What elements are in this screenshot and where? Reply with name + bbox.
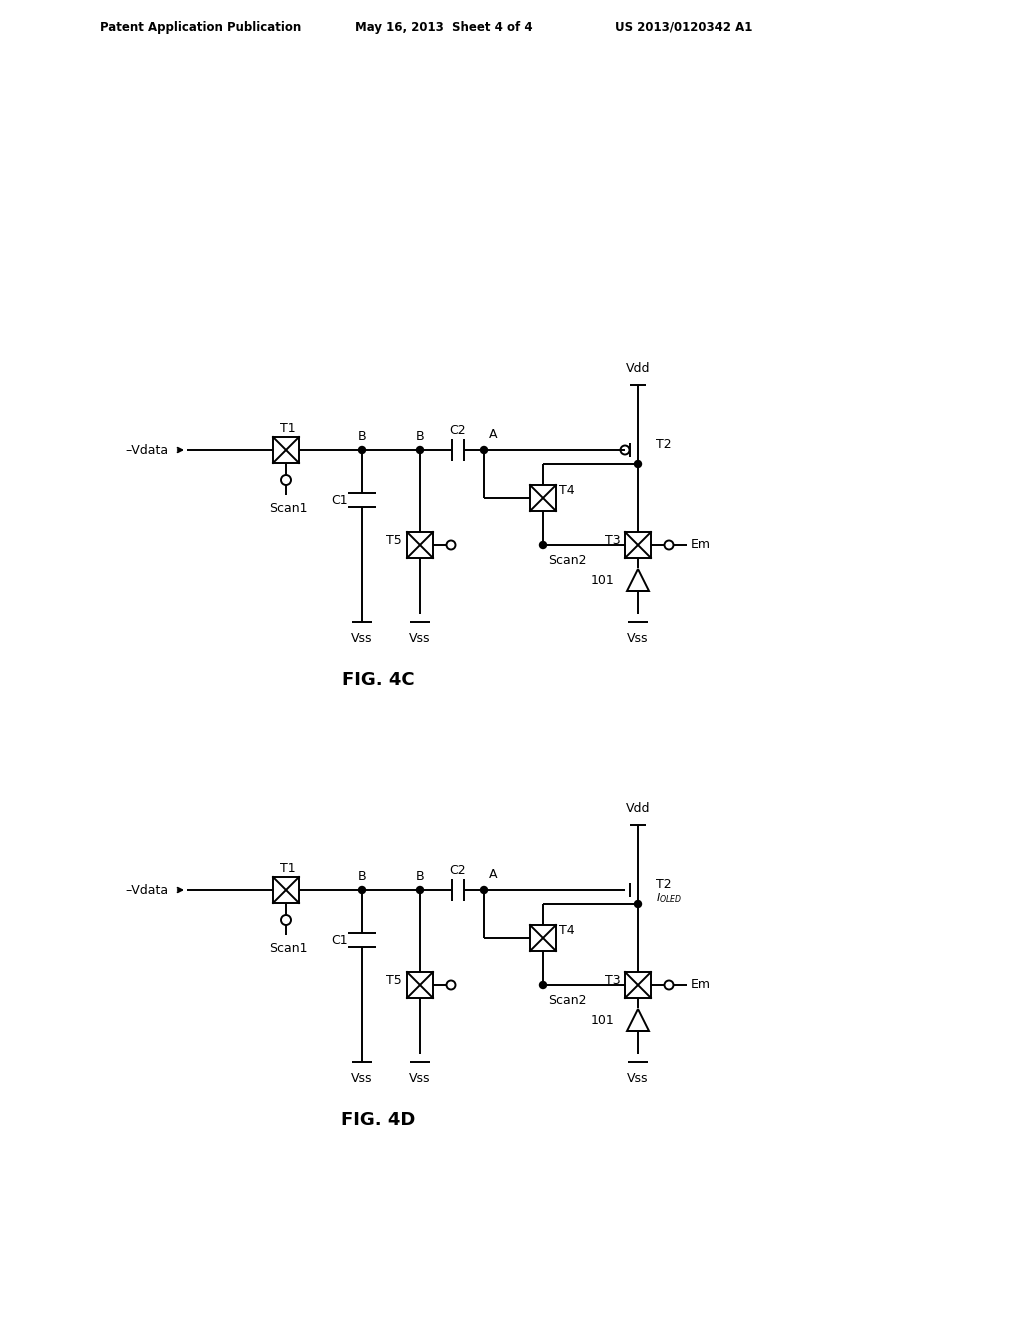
Text: Vss: Vss: [410, 631, 431, 644]
Text: T5: T5: [386, 974, 402, 986]
Text: T1: T1: [281, 862, 296, 875]
Text: Vss: Vss: [628, 631, 649, 644]
Circle shape: [635, 461, 641, 467]
Text: B: B: [416, 429, 424, 442]
Circle shape: [358, 446, 366, 454]
Text: Scan2: Scan2: [548, 994, 587, 1007]
Text: Patent Application Publication: Patent Application Publication: [100, 21, 301, 33]
Text: Scan2: Scan2: [548, 554, 587, 568]
Text: Scan1: Scan1: [268, 941, 307, 954]
Bar: [625, 972, 651, 998]
Text: T3: T3: [605, 974, 621, 987]
Text: B: B: [357, 429, 367, 442]
Text: Em: Em: [691, 978, 711, 991]
Circle shape: [358, 887, 366, 894]
Circle shape: [540, 982, 547, 989]
Bar: [407, 972, 433, 998]
Text: Vss: Vss: [351, 631, 373, 644]
Text: Vss: Vss: [351, 1072, 373, 1085]
Text: 101: 101: [590, 573, 614, 586]
Circle shape: [417, 887, 424, 894]
Text: C1: C1: [332, 494, 348, 507]
Bar: [530, 925, 556, 950]
Bar: [530, 484, 556, 511]
Text: Vss: Vss: [628, 1072, 649, 1085]
Text: T1: T1: [281, 422, 296, 436]
Text: –Vdata: –Vdata: [126, 883, 169, 896]
Text: Scan1: Scan1: [268, 502, 307, 515]
Text: FIG. 4C: FIG. 4C: [342, 671, 415, 689]
Text: Em: Em: [691, 539, 711, 552]
Bar: [273, 876, 299, 903]
Circle shape: [417, 446, 424, 454]
Text: A: A: [489, 428, 498, 441]
Text: T5: T5: [386, 533, 402, 546]
Text: 101: 101: [590, 1014, 614, 1027]
Text: B: B: [357, 870, 367, 883]
Text: May 16, 2013  Sheet 4 of 4: May 16, 2013 Sheet 4 of 4: [355, 21, 532, 33]
Text: T4: T4: [559, 483, 574, 496]
Bar: [407, 532, 433, 558]
Text: C1: C1: [332, 933, 348, 946]
Text: $I_{OLED}$: $I_{OLED}$: [656, 891, 682, 906]
Bar: [625, 532, 651, 558]
Text: Vdd: Vdd: [626, 801, 650, 814]
Text: Vdd: Vdd: [626, 362, 650, 375]
Circle shape: [540, 541, 547, 549]
Circle shape: [635, 900, 641, 908]
Bar: [273, 437, 299, 463]
Text: –Vdata: –Vdata: [126, 444, 169, 457]
Text: Vss: Vss: [410, 1072, 431, 1085]
Text: C2: C2: [450, 863, 466, 876]
Circle shape: [480, 446, 487, 454]
Text: B: B: [416, 870, 424, 883]
Text: T4: T4: [559, 924, 574, 936]
Circle shape: [480, 887, 487, 894]
Text: C2: C2: [450, 424, 466, 437]
Text: T2: T2: [656, 438, 672, 451]
Text: FIG. 4D: FIG. 4D: [341, 1111, 415, 1129]
Text: US 2013/0120342 A1: US 2013/0120342 A1: [615, 21, 753, 33]
Text: A: A: [489, 867, 498, 880]
Text: T3: T3: [605, 535, 621, 548]
Text: T2: T2: [656, 879, 672, 891]
